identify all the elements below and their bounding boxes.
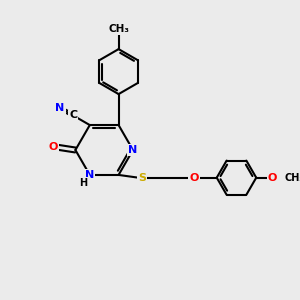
Text: O: O <box>49 142 58 152</box>
Text: C: C <box>69 110 77 121</box>
Text: S: S <box>138 173 146 183</box>
Text: N: N <box>128 145 138 155</box>
Text: O: O <box>267 173 277 183</box>
Text: N: N <box>56 103 65 113</box>
Text: N: N <box>85 170 94 180</box>
Text: O: O <box>189 173 199 183</box>
Text: CH₃: CH₃ <box>284 173 300 183</box>
Text: H: H <box>79 178 87 188</box>
Text: CH₃: CH₃ <box>108 24 129 34</box>
